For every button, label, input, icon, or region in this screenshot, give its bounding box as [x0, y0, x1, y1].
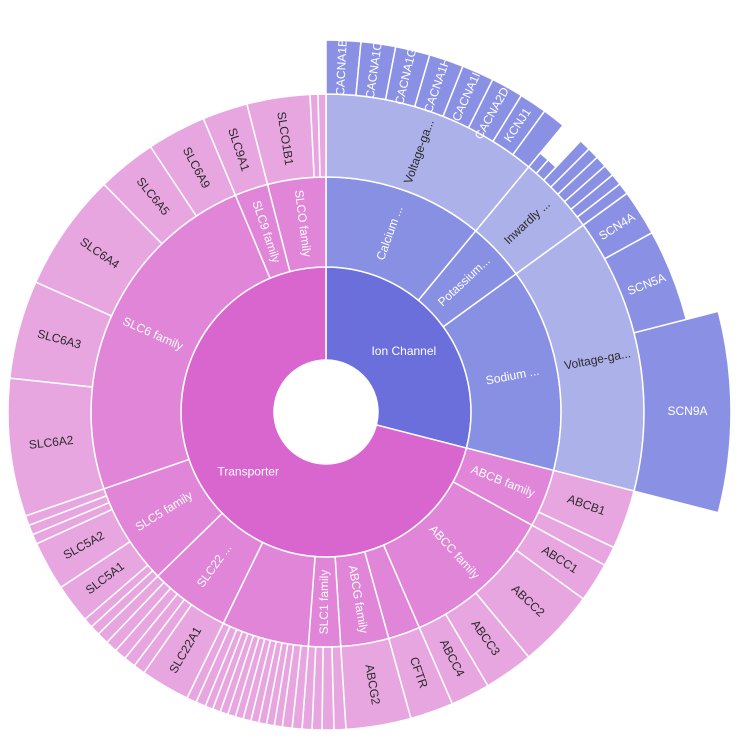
center-hole: [274, 360, 378, 464]
wedge-unlabeled[interactable]: [321, 646, 335, 731]
label-abcg2: ABCG2: [362, 663, 383, 706]
label-slc1-family: SLC1 family: [317, 570, 331, 635]
wedge-unlabeled[interactable]: [317, 93, 327, 178]
label-scn9a: SCN9A: [667, 404, 707, 418]
label-ion-channel: Ion Channel: [371, 344, 436, 358]
label-cacna1b: CACNA1B: [333, 39, 350, 96]
label-slc6a2: SLC6A2: [28, 433, 74, 452]
sunburst-wedges: [7, 39, 732, 731]
label-transporter: Transporter: [217, 465, 279, 479]
wedge-scn9a[interactable]: [633, 310, 732, 514]
